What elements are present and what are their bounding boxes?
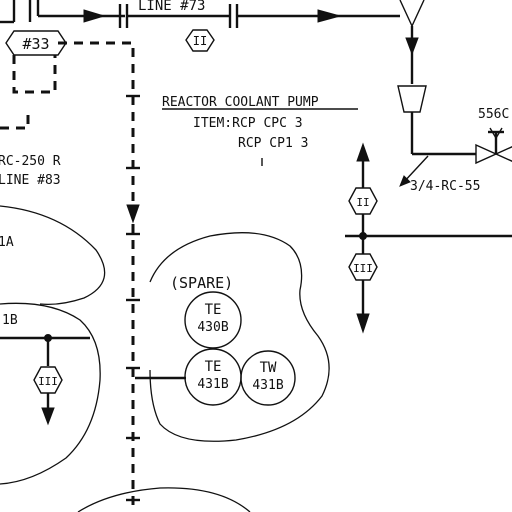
dashed-signal-box xyxy=(0,41,135,512)
line-73-label: LINE #73 xyxy=(138,0,205,14)
cloud-boundary-center xyxy=(149,232,330,442)
valve-556c-label: 556C xyxy=(478,107,509,122)
hex-marker-top-label: II xyxy=(193,34,207,48)
line-83-label: LINE #83 xyxy=(0,173,61,188)
te-431b-type: TE xyxy=(205,359,222,375)
hex-marker-top: II xyxy=(185,29,215,52)
right-vertical-connection: II III xyxy=(345,142,512,334)
rc-250-label: RC-250 R xyxy=(0,154,61,169)
tag-33: #33 xyxy=(5,30,67,56)
tw-431b-number: 431B xyxy=(252,378,283,393)
signal-arrow xyxy=(126,204,140,224)
hex-marker-right-upper-label: II xyxy=(356,196,369,209)
instrument-te-431b: TE 431B xyxy=(184,348,242,406)
signal-line-ticks xyxy=(126,94,140,502)
pipe-size-label: 3/4-RC-55 xyxy=(410,179,480,194)
left-sensor-branch: III xyxy=(0,334,90,426)
label-1b: 1B xyxy=(2,313,18,328)
spare-label: (SPARE) xyxy=(170,274,233,292)
hex-marker-left-label: III xyxy=(38,375,58,388)
instrument-tw-431b: TW 431B xyxy=(240,350,296,406)
instrument-te-430b: TE 430B xyxy=(184,291,242,349)
valve-556c xyxy=(475,127,512,165)
item-line-2: RCP CP1 3 xyxy=(238,136,308,151)
hex-marker-right-lower-label: III xyxy=(353,262,373,275)
tw-431b-type: TW xyxy=(260,360,277,376)
label-1a: 1A xyxy=(0,235,14,250)
reactor-coolant-pump-title: REACTOR COOLANT PUMP xyxy=(162,95,319,110)
tag-33-label: #33 xyxy=(22,35,49,53)
item-line-1: ITEM:RCP CPC 3 xyxy=(193,116,303,131)
cloud-boundary-left xyxy=(0,205,106,306)
te-431b-number: 431B xyxy=(197,377,228,392)
line-73-pipe xyxy=(38,4,400,28)
right-process-line xyxy=(397,0,476,156)
te-430b-type: TE xyxy=(205,302,222,318)
te-430b-number: 430B xyxy=(197,320,228,335)
